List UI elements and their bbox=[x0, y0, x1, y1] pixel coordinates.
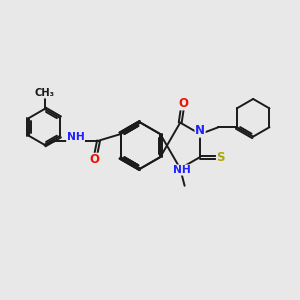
Text: S: S bbox=[217, 151, 225, 164]
Text: O: O bbox=[90, 153, 100, 166]
Text: CH₃: CH₃ bbox=[34, 88, 55, 98]
Text: NH: NH bbox=[173, 165, 190, 175]
Text: NH: NH bbox=[67, 132, 84, 142]
Text: N: N bbox=[195, 124, 205, 137]
Text: O: O bbox=[178, 97, 188, 110]
